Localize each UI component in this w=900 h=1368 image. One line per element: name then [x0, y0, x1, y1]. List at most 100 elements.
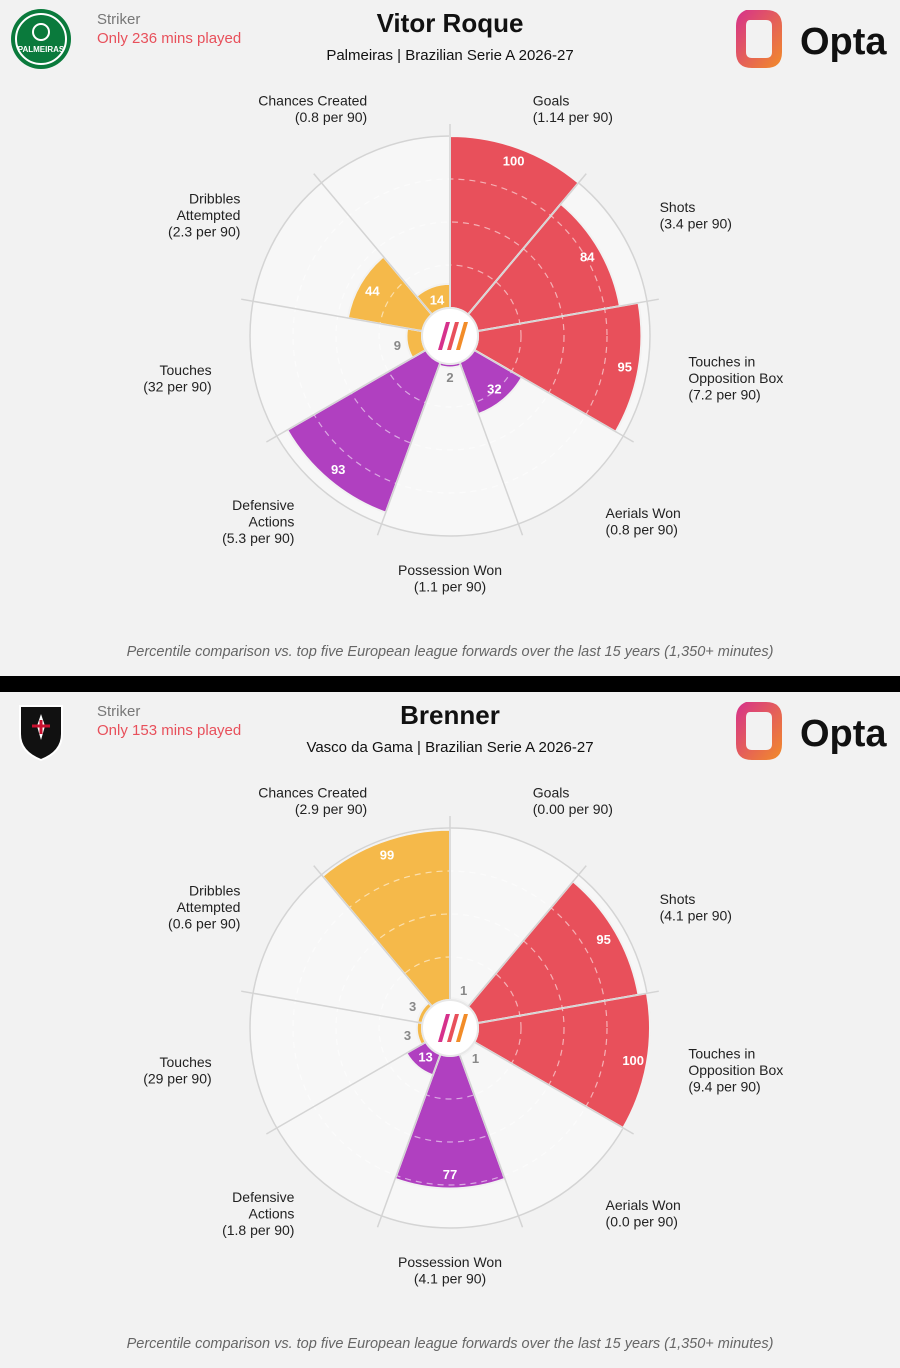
- player-name: Brenner: [400, 700, 500, 730]
- center-logo-stroke: [456, 1014, 468, 1042]
- center-logo-stroke: [438, 1014, 450, 1042]
- category-label: Shots(4.1 per 90): [660, 891, 732, 924]
- category-per90: (7.2 per 90): [688, 387, 760, 403]
- value-label: 3: [409, 999, 416, 1014]
- center-logo-stroke: [447, 1014, 459, 1042]
- category-name: Chances Created: [258, 92, 367, 108]
- grid-spoke: [473, 1041, 634, 1135]
- category-name: Opposition Box: [688, 1062, 783, 1078]
- value-label: 99: [380, 847, 394, 862]
- category-per90: (0.8 per 90): [295, 109, 367, 125]
- category-name: Aerials Won: [606, 505, 681, 521]
- value-label: 32: [487, 381, 501, 396]
- category-name: Dribbles: [189, 191, 240, 207]
- category-label: Aerials Won(0.0 per 90): [606, 1197, 681, 1230]
- player-panel-brenner: Striker Only 153 mins played Brenner Vas…: [0, 692, 900, 1368]
- category-name: Opposition Box: [688, 370, 783, 386]
- category-per90: (0.8 per 90): [606, 522, 678, 538]
- category-label: Chances Created(0.8 per 90): [258, 92, 367, 125]
- grid-spoke: [376, 1054, 442, 1228]
- team-league: Palmeiras | Brazilian Serie A 2026-27: [326, 47, 574, 64]
- footnote: Percentile comparison vs. top five Europ…: [126, 1336, 774, 1352]
- value-label: 1: [472, 1051, 479, 1066]
- category-per90: (2.3 per 90): [168, 224, 240, 240]
- category-name: Defensive: [232, 1189, 294, 1205]
- category-per90: (1.8 per 90): [222, 1222, 294, 1238]
- center-badge-icon: [421, 999, 479, 1057]
- category-label: Possession Won(4.1 per 90): [398, 1254, 502, 1287]
- grid-spoke: [241, 990, 423, 1024]
- category-per90: (9.4 per 90): [688, 1079, 760, 1095]
- category-name: Actions: [249, 1205, 295, 1221]
- category-per90: (3.4 per 90): [660, 215, 732, 231]
- grid-ring: [335, 913, 565, 1143]
- value-label: 77: [443, 1167, 457, 1182]
- grid-spoke: [266, 1041, 427, 1135]
- grid-spoke: [467, 173, 587, 316]
- category-name: Goals: [533, 784, 570, 800]
- value-label: 9: [394, 338, 401, 353]
- category-label: Touches(32 per 90): [143, 362, 211, 395]
- grid-spoke: [477, 990, 659, 1024]
- category-name: Shots: [660, 891, 696, 907]
- category-name: Attempted: [177, 207, 241, 223]
- category-per90: (1.1 per 90): [414, 578, 486, 594]
- minutes-note: Only 236 mins played: [97, 30, 242, 47]
- value-label: 2: [446, 370, 453, 385]
- category-per90: (2.9 per 90): [295, 801, 367, 817]
- value-label: 13: [418, 1050, 432, 1065]
- value-label: 1: [460, 983, 467, 998]
- category-name: Touches: [160, 362, 212, 378]
- category-per90: (4.1 per 90): [414, 1270, 486, 1286]
- value-label: 3: [404, 1028, 411, 1043]
- category-name: Goals: [533, 92, 570, 108]
- category-name: Touches in: [688, 354, 755, 370]
- grid-spoke: [458, 1054, 524, 1228]
- category-per90: (1.14 per 90): [533, 109, 613, 125]
- grid-spoke: [467, 865, 587, 1008]
- grid-spoke: [376, 362, 442, 536]
- grid-spoke: [477, 298, 659, 332]
- grid-spoke: [458, 362, 524, 536]
- opta-logo: Opta: [736, 10, 887, 68]
- category-label: Shots(3.4 per 90): [660, 199, 732, 232]
- grid-spoke: [473, 349, 634, 443]
- center-badge-icon: [421, 307, 479, 365]
- center-logo-stroke: [456, 322, 468, 350]
- category-name: Aerials Won: [606, 1197, 681, 1213]
- category-per90: (0.00 per 90): [533, 801, 613, 817]
- position-label: Striker: [97, 703, 141, 720]
- category-name: Dribbles: [189, 883, 240, 899]
- category-per90: (29 per 90): [143, 1070, 211, 1086]
- vasco-crest-icon: [19, 705, 63, 762]
- value-label: 95: [596, 932, 610, 947]
- svg-text:Opta: Opta: [800, 713, 887, 755]
- category-per90: (0.6 per 90): [168, 916, 240, 932]
- value-label: 44: [365, 284, 380, 299]
- minutes-note: Only 153 mins played: [97, 722, 242, 739]
- footnote: Percentile comparison vs. top five Europ…: [126, 644, 774, 660]
- player-panel-vitor-roque: PALMEIRAS Striker Only 236 mins played V…: [0, 0, 900, 676]
- category-label: Goals(0.00 per 90): [533, 784, 613, 817]
- value-label: 14: [430, 293, 445, 308]
- team-league: Vasco da Gama | Brazilian Serie A 2026-2…: [306, 739, 594, 756]
- value-label: 84: [580, 249, 595, 264]
- percentile-radar-chart: 100 Goals(1.14 per 90) 84 Shots(3.4 per 90)…: [143, 92, 783, 594]
- category-label: Touches(29 per 90): [143, 1054, 211, 1087]
- category-name: Attempted: [177, 899, 241, 915]
- player-name: Vitor Roque: [376, 8, 524, 38]
- category-per90: (0.0 per 90): [606, 1214, 678, 1230]
- category-name: Shots: [660, 199, 696, 215]
- svg-text:PALMEIRAS: PALMEIRAS: [18, 45, 65, 54]
- category-per90: (32 per 90): [143, 378, 211, 394]
- value-label: 93: [331, 462, 345, 477]
- position-label: Striker: [97, 11, 141, 28]
- value-label: 100: [622, 1053, 644, 1068]
- category-name: Touches: [160, 1054, 212, 1070]
- grid-ring: [335, 221, 565, 451]
- category-label: Aerials Won(0.8 per 90): [606, 505, 681, 538]
- category-per90: (4.1 per 90): [660, 907, 732, 923]
